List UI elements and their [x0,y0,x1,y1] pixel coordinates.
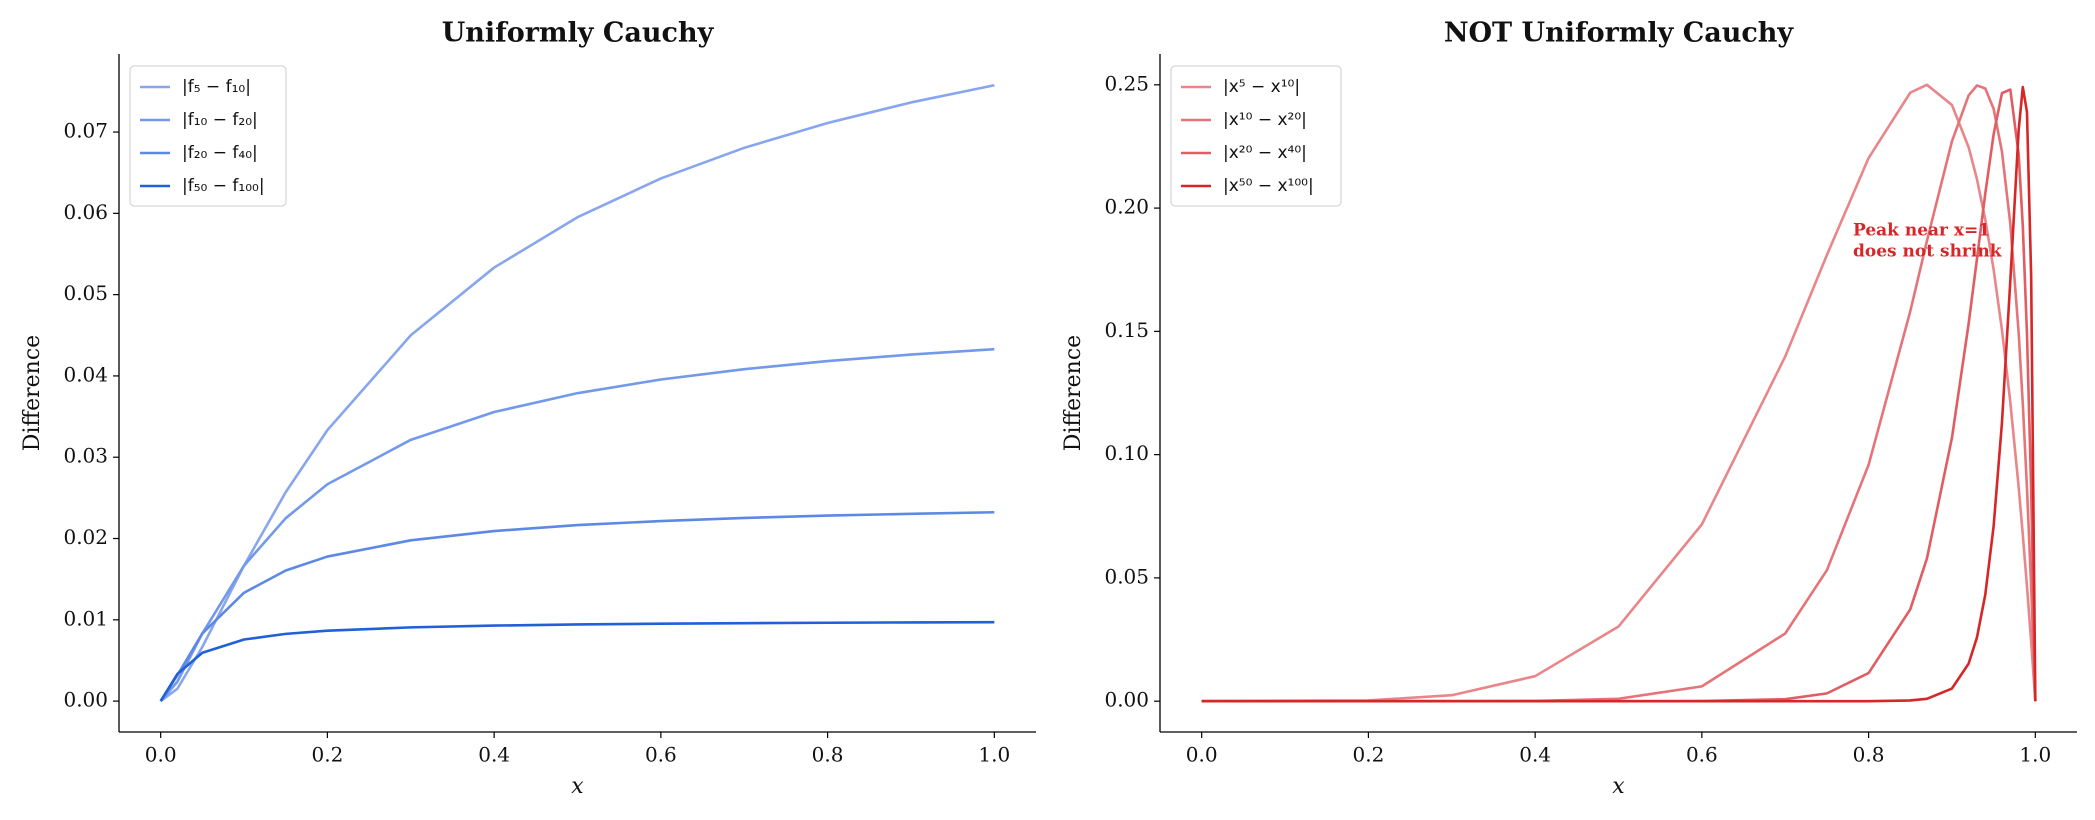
y-tick-label: 0.05 [1104,564,1149,588]
x-tick-label: 1.0 [2019,743,2051,767]
series-line [159,83,995,703]
y-tick-label: 0.02 [63,525,108,549]
legend-label: |f₁₀ − f₂₀| [182,110,258,130]
legend-box [129,65,287,207]
x-tick-label: 1.0 [978,743,1010,767]
annotation: Peak near x=1 [1853,221,1990,241]
x-tick-label: 0.8 [812,743,844,767]
series-line [159,510,995,702]
x-tick-label: 0.4 [1519,743,1551,767]
chart-title: NOT Uniformly Cauchy [1444,18,1795,49]
x-axis-label: x [1612,774,1625,799]
x-axis-label: x [571,774,584,799]
y-tick-label: 0.25 [1104,71,1149,95]
series-line [159,620,995,702]
x-tick-label: 0.2 [1353,743,1385,767]
y-tick-label: 0.04 [63,362,108,386]
series-line [1201,85,2037,703]
legend-label: |x⁵⁰ − x¹⁰⁰| [1223,176,1314,196]
x-tick-label: 0.6 [1686,743,1718,767]
y-tick-label: 0.03 [63,444,108,468]
y-tick-label: 0.07 [63,119,108,143]
x-tick-label: 0.8 [1853,743,1885,767]
legend-label: |f₅₀ − f₁₀₀| [182,176,265,196]
y-tick-label: 0.00 [1104,688,1149,712]
y-tick-label: 0.01 [63,606,108,630]
y-tick-label: 0.15 [1104,318,1149,342]
annotation: does not shrink [1853,242,2003,262]
legend-label: |x²⁰ − x⁴⁰| [1223,143,1307,163]
y-axis-label: Difference [1061,335,1086,451]
y-axis-label: Difference [20,335,45,451]
y-tick-label: 0.06 [63,200,108,224]
legend-box [1170,65,1342,207]
legend-label: |f₅ − f₁₀| [182,77,251,97]
x-tick-label: 0.2 [312,743,344,767]
series-line [159,347,995,702]
x-tick-label: 0.6 [645,743,677,767]
y-tick-label: 0.20 [1104,195,1149,219]
series-line [1201,84,2037,703]
legend-label: |x¹⁰ − x²⁰| [1223,110,1307,130]
x-tick-label: 0.0 [1186,743,1218,767]
y-tick-label: 0.05 [63,281,108,305]
x-tick-label: 0.0 [145,743,177,767]
chart-title: Uniformly Cauchy [442,18,715,49]
y-tick-label: 0.00 [63,688,108,712]
legend-label: |x⁵ − x¹⁰| [1223,77,1300,97]
series-line [1201,83,2037,703]
x-tick-label: 0.4 [478,743,510,767]
y-tick-label: 0.10 [1104,441,1149,465]
legend-label: |f₂₀ − f₄₀| [182,143,258,163]
